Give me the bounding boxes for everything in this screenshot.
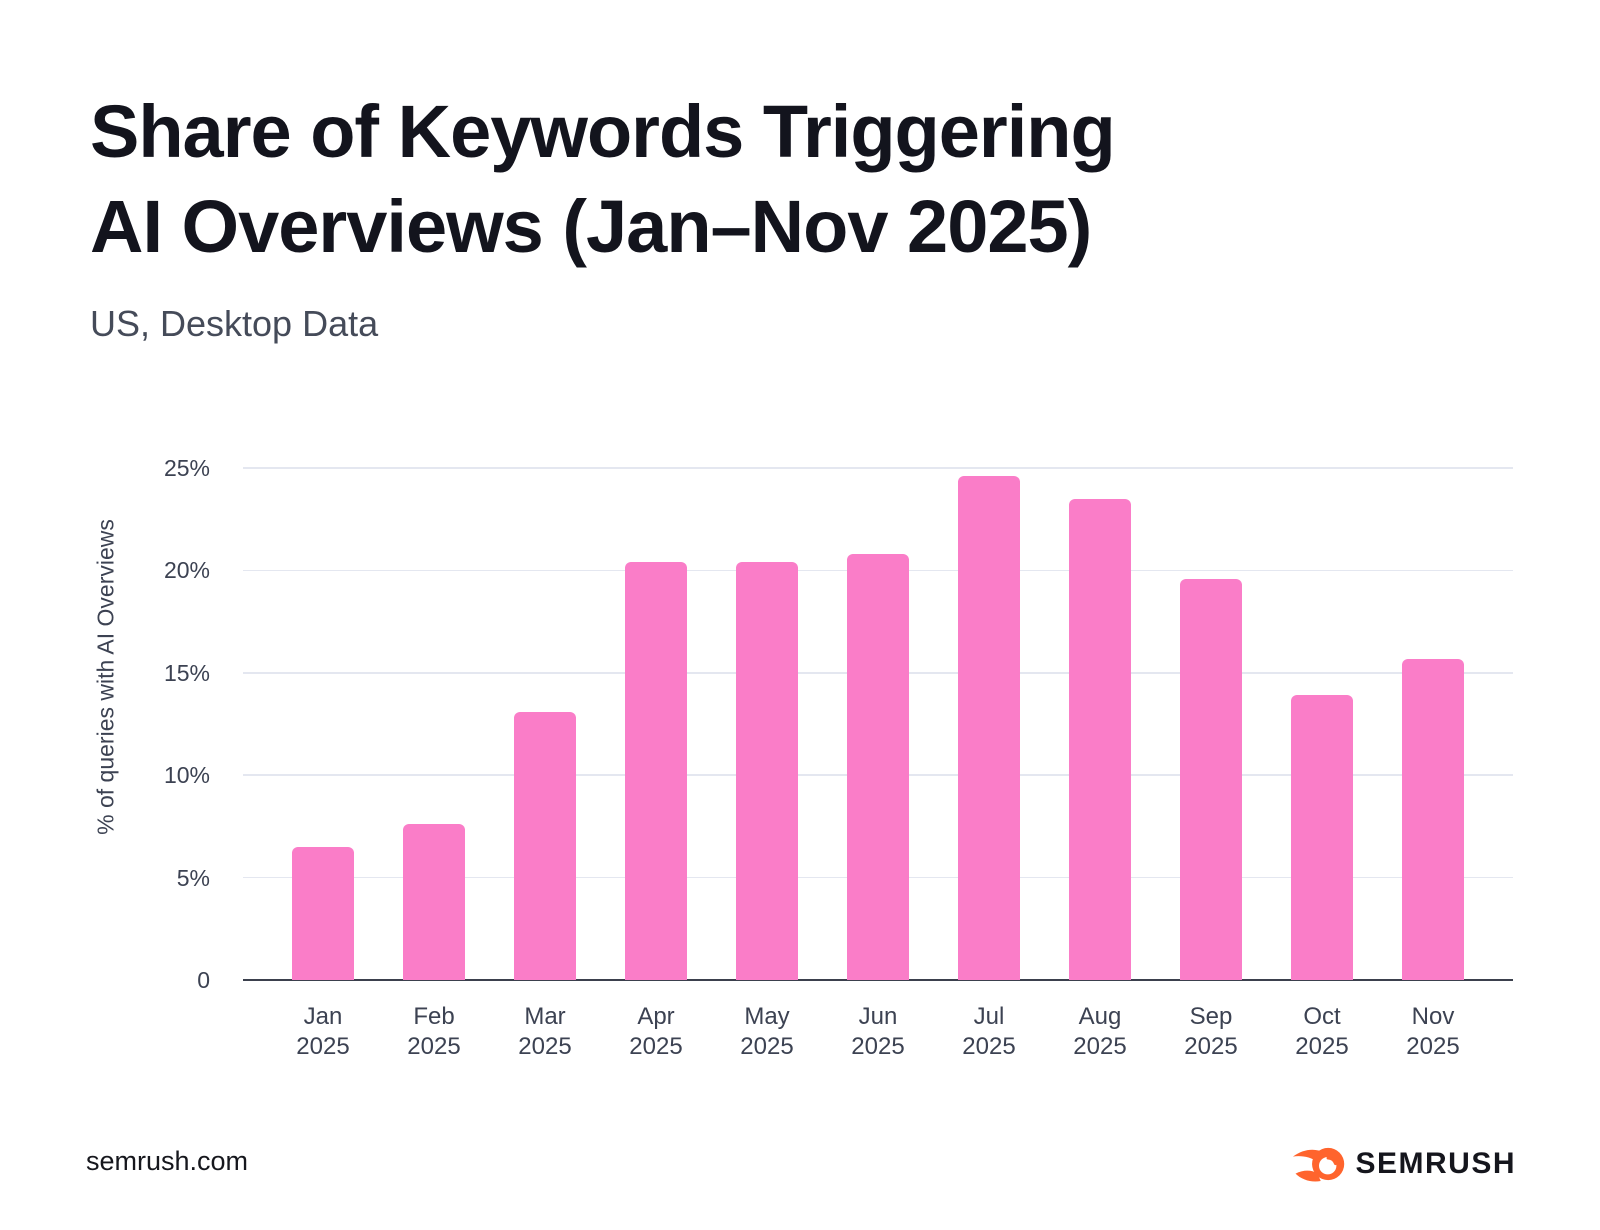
x-tick-jan-2025: Jan 2025: [262, 1002, 384, 1062]
gridline-25%: [243, 467, 1513, 469]
x-tick-apr-2025: Apr 2025: [595, 1002, 717, 1062]
x-tick-feb-2025: Feb 2025: [373, 1002, 495, 1062]
chart-subtitle: US, Desktop Data: [90, 303, 379, 344]
semrush-logo: SEMRUSH: [1292, 1144, 1516, 1184]
bar-sep-2025: [1180, 578, 1242, 980]
bar-mar-2025: [514, 711, 576, 980]
x-tick-year: 2025: [1295, 1033, 1349, 1060]
y-tick-15%: 15%: [163, 659, 210, 686]
x-tick-month: Jul: [973, 1003, 1005, 1030]
bar-feb-2025: [403, 824, 465, 980]
footer-url: semrush.com: [86, 1146, 249, 1176]
chart-title: Share of Keywords Triggering AI Overview…: [90, 84, 1116, 274]
x-tick-year: 2025: [296, 1033, 350, 1060]
x-tick-sep-2025: Sep 2025: [1150, 1002, 1272, 1062]
x-tick-mar-2025: Mar 2025: [484, 1002, 606, 1062]
x-tick-month: Mar: [524, 1003, 566, 1030]
x-tick-nov-2025: Nov 2025: [1372, 1002, 1494, 1062]
bar-jun-2025: [847, 554, 909, 980]
x-tick-aug-2025: Aug 2025: [1039, 1002, 1161, 1062]
y-tick-5%: 5%: [176, 864, 210, 891]
x-axis-line: [243, 979, 1513, 981]
x-tick-year: 2025: [629, 1033, 683, 1060]
chart-title-line1: Share of Keywords Triggering: [90, 90, 1116, 173]
y-tick-0: 0: [197, 967, 210, 993]
x-tick-year: 2025: [1406, 1033, 1460, 1060]
x-tick-month: Jun: [858, 1003, 898, 1030]
x-tick-month: May: [744, 1003, 790, 1030]
y-tick-25%: 25%: [163, 455, 210, 481]
x-tick-may-2025: May 2025: [706, 1002, 828, 1062]
x-tick-month: Nov: [1411, 1003, 1455, 1030]
x-tick-month: Sep: [1189, 1003, 1233, 1030]
bar-aug-2025: [1069, 498, 1131, 980]
bar-may-2025: [736, 562, 798, 980]
bar-jan-2025: [292, 846, 354, 980]
x-tick-year: 2025: [518, 1033, 572, 1060]
x-tick-year: 2025: [740, 1033, 794, 1060]
plot-area: [243, 467, 1513, 981]
chart-title-line2: AI Overviews (Jan–Nov 2025): [90, 185, 1092, 268]
bar-apr-2025: [625, 562, 687, 980]
x-tick-month: Feb: [413, 1003, 455, 1030]
y-tick-20%: 20%: [163, 557, 210, 584]
semrush-logo-icon: [1293, 1147, 1345, 1182]
x-tick-month: Aug: [1078, 1003, 1122, 1030]
bar-nov-2025: [1402, 658, 1464, 980]
bar-jul-2025: [958, 476, 1020, 980]
bar-oct-2025: [1291, 695, 1353, 980]
x-tick-year: 2025: [962, 1033, 1016, 1060]
x-tick-jul-2025: Jul 2025: [928, 1002, 1050, 1062]
x-tick-year: 2025: [407, 1033, 461, 1060]
x-tick-oct-2025: Oct 2025: [1261, 1002, 1383, 1062]
x-tick-jun-2025: Jun 2025: [817, 1002, 939, 1062]
x-tick-year: 2025: [1184, 1033, 1238, 1060]
x-tick-month: Apr: [637, 1003, 675, 1030]
x-tick-year: 2025: [851, 1033, 905, 1060]
x-tick-month: Oct: [1303, 1003, 1341, 1030]
x-tick-year: 2025: [1073, 1033, 1127, 1060]
x-tick-month: Jan: [303, 1003, 343, 1030]
semrush-wordmark: SEMRUSH: [1355, 1147, 1516, 1180]
y-tick-10%: 10%: [163, 762, 210, 789]
